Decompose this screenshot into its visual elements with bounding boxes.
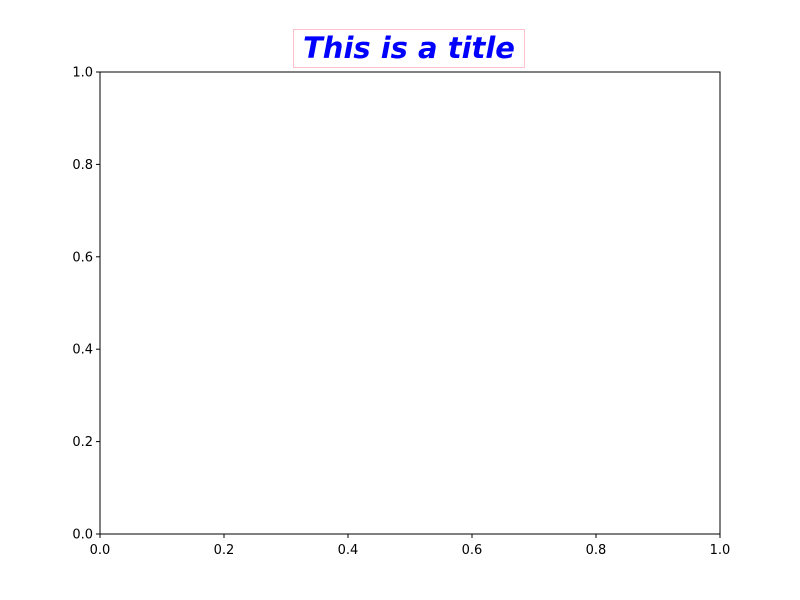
x-tick-label: 0.2 bbox=[214, 543, 235, 558]
ticks-layer: 0.0 0.2 0.4 0.6 0.8 1.0 0.0 0.2 0.4 0.6 0.8 1.0 bbox=[72, 66, 730, 559]
x-tick-label: 0.8 bbox=[586, 543, 607, 558]
y-tick-label: 0.0 bbox=[72, 528, 93, 543]
y-tick-label: 0.2 bbox=[72, 435, 93, 450]
y-tick-label: 0.6 bbox=[72, 250, 93, 265]
y-tick-label: 1.0 bbox=[72, 66, 93, 81]
axes-frame bbox=[99, 71, 721, 535]
x-tick-label: 0.0 bbox=[90, 543, 111, 558]
x-tick-label: 1.0 bbox=[710, 543, 731, 558]
chart-title-box: This is a title bbox=[293, 29, 525, 68]
x-tick-label: 0.6 bbox=[462, 543, 483, 558]
y-tick-label: 0.8 bbox=[72, 158, 93, 173]
x-tick-label: 0.4 bbox=[338, 543, 359, 558]
chart-title: This is a title bbox=[303, 31, 515, 65]
y-tick-label: 0.4 bbox=[72, 343, 93, 358]
